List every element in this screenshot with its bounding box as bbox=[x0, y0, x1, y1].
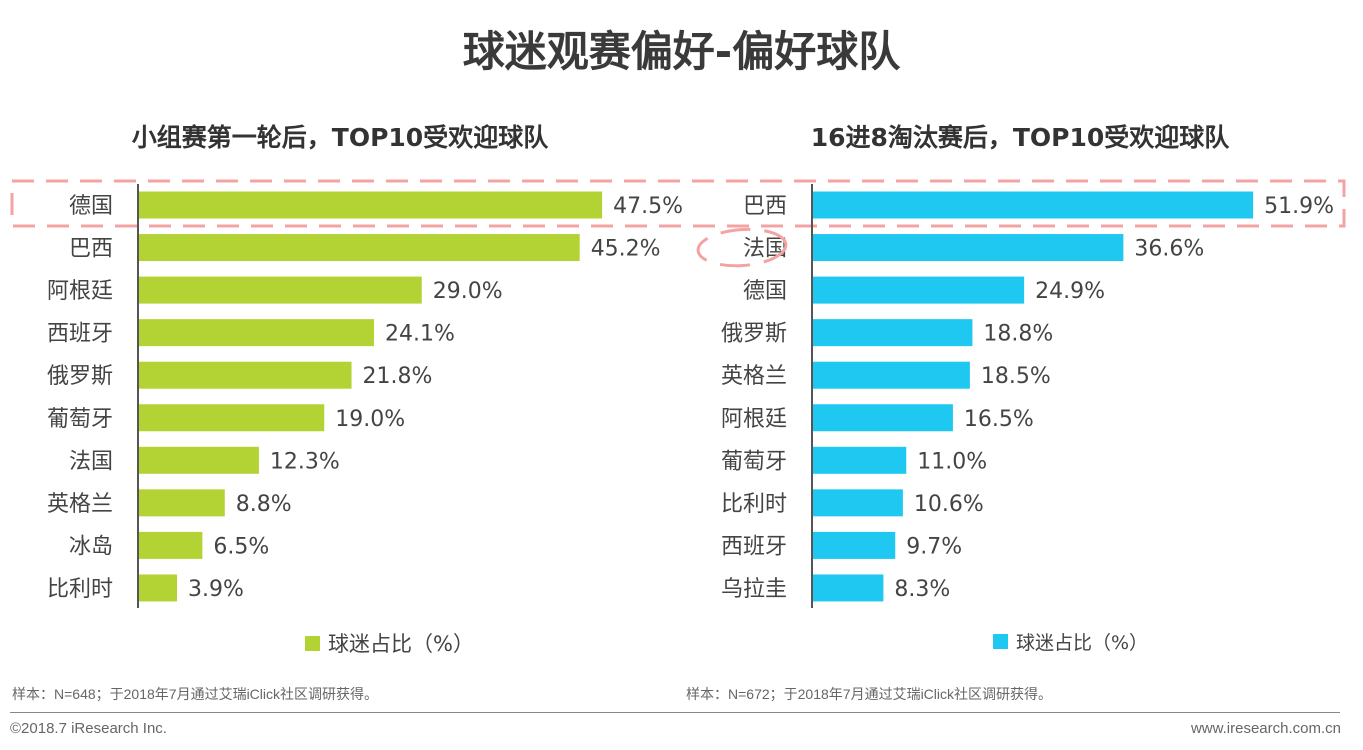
bar-西班牙 bbox=[813, 531, 896, 559]
value-label: 51.9% bbox=[1264, 194, 1334, 219]
footer-divider bbox=[10, 712, 1340, 713]
category-label: 乌拉圭 bbox=[721, 577, 787, 602]
category-label: 俄罗斯 bbox=[721, 322, 787, 347]
category-label: 葡萄牙 bbox=[721, 449, 787, 474]
bar-俄罗斯 bbox=[813, 319, 973, 347]
bar-葡萄牙 bbox=[139, 404, 325, 432]
value-label: 47.5% bbox=[613, 194, 683, 219]
category-label: 德国 bbox=[743, 279, 787, 304]
category-label: 法国 bbox=[743, 237, 787, 262]
bar-英格兰 bbox=[813, 361, 970, 389]
category-label: 阿根廷 bbox=[721, 407, 787, 432]
left-chart-title: 小组赛第一轮后，TOP10受欢迎球队 bbox=[131, 123, 549, 152]
bar-冰岛 bbox=[139, 531, 203, 559]
category-label: 阿根廷 bbox=[47, 279, 113, 304]
category-label: 巴西 bbox=[743, 194, 787, 219]
value-label: 45.2% bbox=[591, 237, 661, 262]
website-link[interactable]: www.iresearch.com.cn bbox=[1190, 720, 1341, 737]
value-label: 29.0% bbox=[433, 279, 503, 304]
page-title: 球迷观赛偏好-偏好球队 bbox=[462, 27, 901, 76]
category-label: 英格兰 bbox=[721, 364, 787, 389]
value-label: 3.9% bbox=[188, 577, 244, 602]
bar-比利时 bbox=[813, 489, 903, 517]
bar-比利时 bbox=[139, 574, 178, 602]
value-label: 10.6% bbox=[914, 492, 984, 517]
bar-法国 bbox=[813, 234, 1124, 262]
category-label: 葡萄牙 bbox=[47, 407, 113, 432]
bar-德国 bbox=[813, 276, 1025, 304]
right-sample-note: 样本：N=672；于2018年7月通过艾瑞iClick社区调研获得。 bbox=[686, 686, 1053, 702]
value-label: 16.5% bbox=[964, 407, 1034, 432]
value-label: 9.7% bbox=[906, 534, 962, 559]
category-label: 法国 bbox=[69, 449, 113, 474]
category-label: 西班牙 bbox=[47, 322, 113, 347]
copyright: ©2018.7 iResearch Inc. bbox=[10, 720, 167, 737]
bar-巴西 bbox=[813, 191, 1254, 219]
legend-swatch bbox=[305, 635, 320, 651]
bar-法国 bbox=[139, 446, 259, 474]
value-label: 11.0% bbox=[917, 449, 987, 474]
highlight-dashed-circle bbox=[696, 227, 788, 268]
right-legend: 球迷占比（%） bbox=[993, 628, 1148, 655]
bar-英格兰 bbox=[139, 489, 225, 517]
category-label: 西班牙 bbox=[721, 534, 787, 559]
legend-swatch bbox=[993, 634, 1008, 649]
value-label: 12.3% bbox=[270, 449, 340, 474]
right-chart-title: 16进8淘汰赛后，TOP10受欢迎球队 bbox=[810, 123, 1230, 152]
left-sample-note: 样本：N=648；于2018年7月通过艾瑞iClick社区调研获得。 bbox=[12, 686, 379, 702]
value-label: 21.8% bbox=[363, 364, 433, 389]
value-label: 24.1% bbox=[385, 322, 455, 347]
bar-葡萄牙 bbox=[813, 446, 907, 474]
category-label: 巴西 bbox=[69, 237, 113, 262]
highlight-dashed-box bbox=[10, 179, 1346, 228]
category-label: 英格兰 bbox=[47, 492, 113, 517]
category-label: 比利时 bbox=[47, 577, 113, 602]
bar-俄罗斯 bbox=[139, 361, 352, 389]
category-label: 比利时 bbox=[721, 492, 787, 517]
bar-阿根廷 bbox=[813, 404, 953, 432]
category-label: 俄罗斯 bbox=[47, 364, 113, 389]
bar-乌拉圭 bbox=[813, 574, 884, 602]
bar-阿根廷 bbox=[139, 276, 422, 304]
value-label: 8.8% bbox=[236, 492, 292, 517]
value-label: 18.5% bbox=[981, 364, 1051, 389]
category-label: 德国 bbox=[69, 194, 113, 219]
bar-德国 bbox=[139, 191, 603, 219]
category-label: 冰岛 bbox=[69, 534, 113, 559]
left-legend: 球迷占比（%） bbox=[305, 628, 474, 658]
legend-label: 球迷占比（%） bbox=[1016, 632, 1149, 654]
value-label: 8.3% bbox=[894, 577, 950, 602]
value-label: 6.5% bbox=[213, 534, 269, 559]
value-label: 36.6% bbox=[1134, 237, 1204, 262]
legend-label: 球迷占比（%） bbox=[328, 632, 474, 656]
value-label: 18.8% bbox=[983, 322, 1053, 347]
value-label: 24.9% bbox=[1035, 279, 1105, 304]
bar-巴西 bbox=[139, 234, 580, 262]
bar-西班牙 bbox=[139, 319, 374, 347]
value-label: 19.0% bbox=[335, 407, 405, 432]
